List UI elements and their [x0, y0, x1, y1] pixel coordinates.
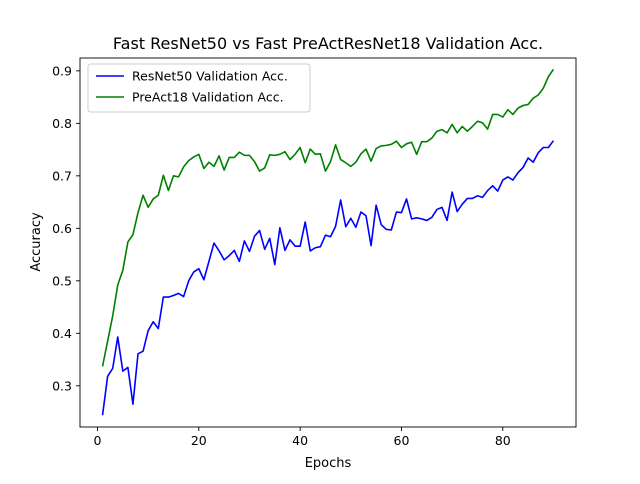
legend-label-1: ResNet50 Validation Acc. — [132, 69, 288, 84]
legend-label-2: PreAct18 Validation Acc. — [132, 90, 284, 105]
axes-frame — [79, 57, 577, 428]
series-line-1 — [101, 140, 555, 416]
x-tick-label: 40 — [292, 433, 308, 448]
y-tick-label: 0.9 — [52, 63, 72, 78]
x-tick-label: 60 — [394, 433, 410, 448]
y-axis-label: Accuracy — [29, 212, 44, 272]
plot-area: 0 20 40 60 80 0.3 0.4 0.5 0.6 0.7 0.8 0.9 ResNet50 V… — [52, 57, 577, 448]
y-tick-label: 0.5 — [52, 273, 72, 288]
x-tick-label: 20 — [191, 433, 207, 448]
chart-title: Fast ResNet50 vs Fast PreActResNet18 Val… — [113, 34, 543, 53]
x-axis-label: Epochs — [305, 456, 352, 471]
legend-box — [87, 63, 311, 113]
y-tick-label: 0.6 — [52, 221, 72, 236]
series-line-2 — [101, 68, 555, 367]
y-tick-label: 0.7 — [52, 168, 72, 183]
x-tick-label: 80 — [495, 433, 511, 448]
y-tick-label: 0.3 — [52, 378, 72, 393]
y-tick-label: 0.4 — [52, 326, 72, 341]
y-tick-label: 0.8 — [52, 116, 72, 131]
x-tick-label: 0 — [94, 433, 102, 448]
